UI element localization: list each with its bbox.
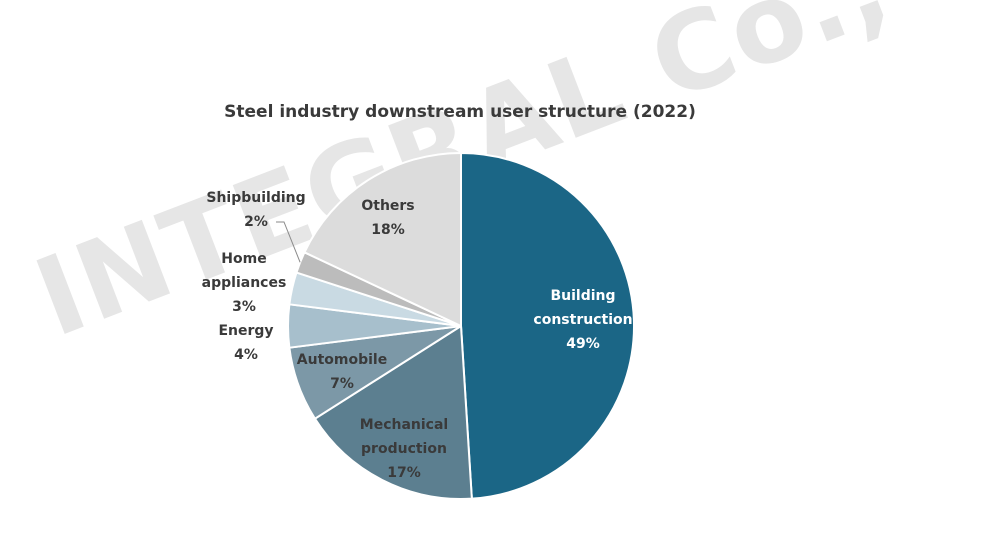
slice-value-others: 18%	[371, 222, 405, 238]
slice-value-energy: 4%	[234, 347, 258, 363]
slice-label-home-appliances: Home appliances	[202, 251, 287, 291]
pie-slice-others	[303, 151, 462, 328]
slice-label-others: Others	[361, 198, 414, 214]
slice-value-home-appliances: 3%	[232, 299, 256, 315]
slice-value-shipbuilding: 2%	[244, 214, 268, 230]
slice-label-mechanical-production: Mechanical production	[360, 417, 448, 457]
slice-label-building-construction: Building construction	[533, 288, 632, 328]
slice-value-mechanical-production: 17%	[387, 465, 421, 481]
leader-line-shipbuilding	[276, 221, 301, 263]
slice-value-automobile: 7%	[330, 376, 354, 392]
slice-value-building-construction: 49%	[566, 336, 600, 352]
chart-title: Steel industry downstream user structure…	[224, 102, 696, 122]
slice-label-automobile: Automobile	[297, 352, 387, 368]
pie-slice-building-construction	[460, 151, 636, 500]
slice-label-energy: Energy	[218, 323, 273, 339]
slice-label-shipbuilding: Shipbuilding	[206, 190, 305, 206]
pie-slice-mechanical-production	[313, 324, 473, 501]
